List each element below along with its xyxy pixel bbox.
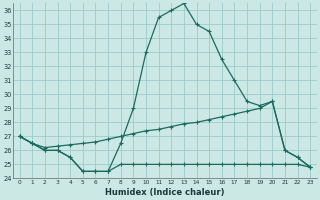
- X-axis label: Humidex (Indice chaleur): Humidex (Indice chaleur): [105, 188, 225, 197]
